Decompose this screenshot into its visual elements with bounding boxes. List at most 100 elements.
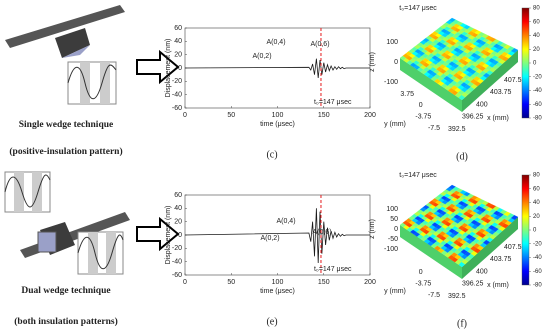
y-tick-label: -60 — [172, 105, 182, 112]
panel-label: (f) — [457, 318, 467, 329]
x-axis-label: time (μsec) — [260, 288, 295, 295]
z-axis-label: z (nm) — [369, 52, 376, 72]
z-tick-label: 0 — [394, 59, 398, 66]
x-tick-label: 396.25 — [462, 114, 484, 121]
x-tick-label: 50 — [227, 112, 235, 119]
signal-line — [184, 208, 370, 264]
y-tick-label: 60 — [174, 192, 182, 199]
x-tick-label: 100 — [272, 279, 284, 286]
mode-annotation: A(0,4) — [276, 218, 295, 225]
colorbar-tick-label: 80 — [533, 6, 540, 12]
illustration-bottom — [4, 171, 130, 275]
y-axis-label: y (mm) — [384, 288, 406, 295]
y-tick-label: -3.75 — [415, 281, 431, 288]
x-tick-label: 150 — [318, 112, 330, 119]
x-tick-label: 403.75 — [490, 256, 512, 263]
x-tick-label: 392.5 — [448, 126, 466, 133]
y-tick-label: -3.75 — [415, 114, 431, 121]
marker-label: t₀=147 μsec — [314, 266, 352, 273]
y-tick-label: 0 — [419, 102, 423, 109]
x-tick-label: 396.25 — [462, 281, 484, 288]
signal-line — [184, 58, 370, 79]
colorbar-tick-label: 20 — [533, 47, 540, 53]
y-tick-label: -40 — [172, 259, 182, 266]
y-tick-label: 40 — [174, 205, 182, 212]
surface-patch — [510, 48, 519, 53]
colorbar-tick-label: -80 — [533, 116, 542, 122]
panel-label: (e) — [266, 316, 277, 327]
y-axis-label: Displacement (nm) — [165, 206, 172, 265]
surface-title: t₀=147 μsec — [399, 5, 437, 12]
z-axis-label: z (nm) — [369, 219, 376, 239]
x-tick-label: 100 — [272, 112, 284, 119]
panel-label: (d) — [456, 151, 468, 162]
colorbar-tick-label: -20 — [533, 241, 542, 247]
x-tick-label: 0 — [183, 112, 187, 119]
y-tick-label: -20 — [172, 78, 182, 85]
y-tick-label: 40 — [174, 38, 182, 45]
arrow — [136, 216, 180, 252]
y-tick-label: 3.75 — [400, 91, 414, 98]
colorbar-tick-label: 0 — [533, 61, 537, 67]
surface-side — [462, 50, 518, 112]
x-axis-label: time (μsec) — [260, 121, 295, 128]
z-tick-label: 100 — [386, 206, 398, 213]
technique-title: Single wedge technique — [19, 120, 113, 130]
surface — [399, 184, 519, 268]
y-tick-label: 20 — [174, 52, 182, 59]
z-tick-label: -100 — [384, 246, 398, 253]
y-tick-label: 20 — [174, 219, 182, 226]
x-axis-label: x (mm) — [487, 282, 509, 289]
colorbar-tick-label: 60 — [533, 186, 540, 192]
colorbar-tick-label: 80 — [533, 173, 540, 179]
z-tick-label: -100 — [384, 79, 398, 86]
y-tick-label: 0 — [419, 269, 423, 276]
arrow — [136, 49, 180, 85]
colorbar-tick-label: 40 — [533, 33, 540, 39]
z-tick-label: 0 — [394, 226, 398, 233]
y-tick-label: -7.5 — [428, 125, 440, 132]
x-axis-label: x (mm) — [487, 115, 509, 122]
x-tick-label: 400 — [476, 101, 488, 108]
y-axis-label: Displacement (nm) — [165, 39, 172, 98]
colorbar-tick-label: 20 — [533, 214, 540, 220]
mode-annotation: A(0,4) — [266, 39, 285, 46]
y-tick-label: 0 — [178, 232, 182, 239]
z-tick-label: 50 — [390, 216, 398, 223]
colorbar-tick-label: -60 — [533, 102, 542, 108]
y-tick-label: 0 — [178, 65, 182, 72]
surface — [399, 17, 519, 101]
colorbar-tick-label: 0 — [533, 228, 537, 234]
technique-subtitle: (positive-insulation pattern) — [9, 146, 122, 157]
x-tick-label: 392.5 — [448, 293, 466, 300]
y-tick-label: -60 — [172, 272, 182, 279]
mode-annotation: A(0,2) — [260, 235, 279, 242]
y-tick-label: -40 — [172, 92, 182, 99]
surface-side — [400, 225, 462, 279]
technique-subtitle: (both insulation patterns) — [14, 316, 117, 327]
surface-side — [400, 58, 462, 112]
mode-annotation: A(0,2) — [252, 53, 271, 60]
colorbar-tick-label: 40 — [533, 200, 540, 206]
y-tick-label: -7.5 — [428, 292, 440, 299]
surface-title: t₀=147 μsec — [399, 172, 437, 179]
illustration-top — [5, 5, 125, 105]
x-tick-label: 150 — [318, 279, 330, 286]
colorbar-tick-label: -80 — [533, 283, 542, 289]
y-axis-label: y (mm) — [384, 121, 406, 128]
technique-title: Dual wedge technique — [21, 286, 110, 296]
x-tick-label: 200 — [364, 279, 376, 286]
marker-label: t₀=147 μsec — [314, 99, 352, 106]
x-tick-label: 0 — [183, 279, 187, 286]
colorbar-tick-label: -20 — [533, 74, 542, 80]
x-tick-label: 407.5 — [504, 244, 522, 251]
surface-patch — [510, 215, 519, 220]
colorbar-tick-label: -40 — [533, 255, 542, 261]
y-tick-label: -20 — [172, 245, 182, 252]
colorbar-tick-label: 60 — [533, 19, 540, 25]
colorbar-tick-label: -40 — [533, 88, 542, 94]
colorbar-tick-label: -60 — [533, 269, 542, 275]
x-tick-label: 403.75 — [490, 89, 512, 96]
mode-annotation: A(0,6) — [310, 41, 329, 48]
